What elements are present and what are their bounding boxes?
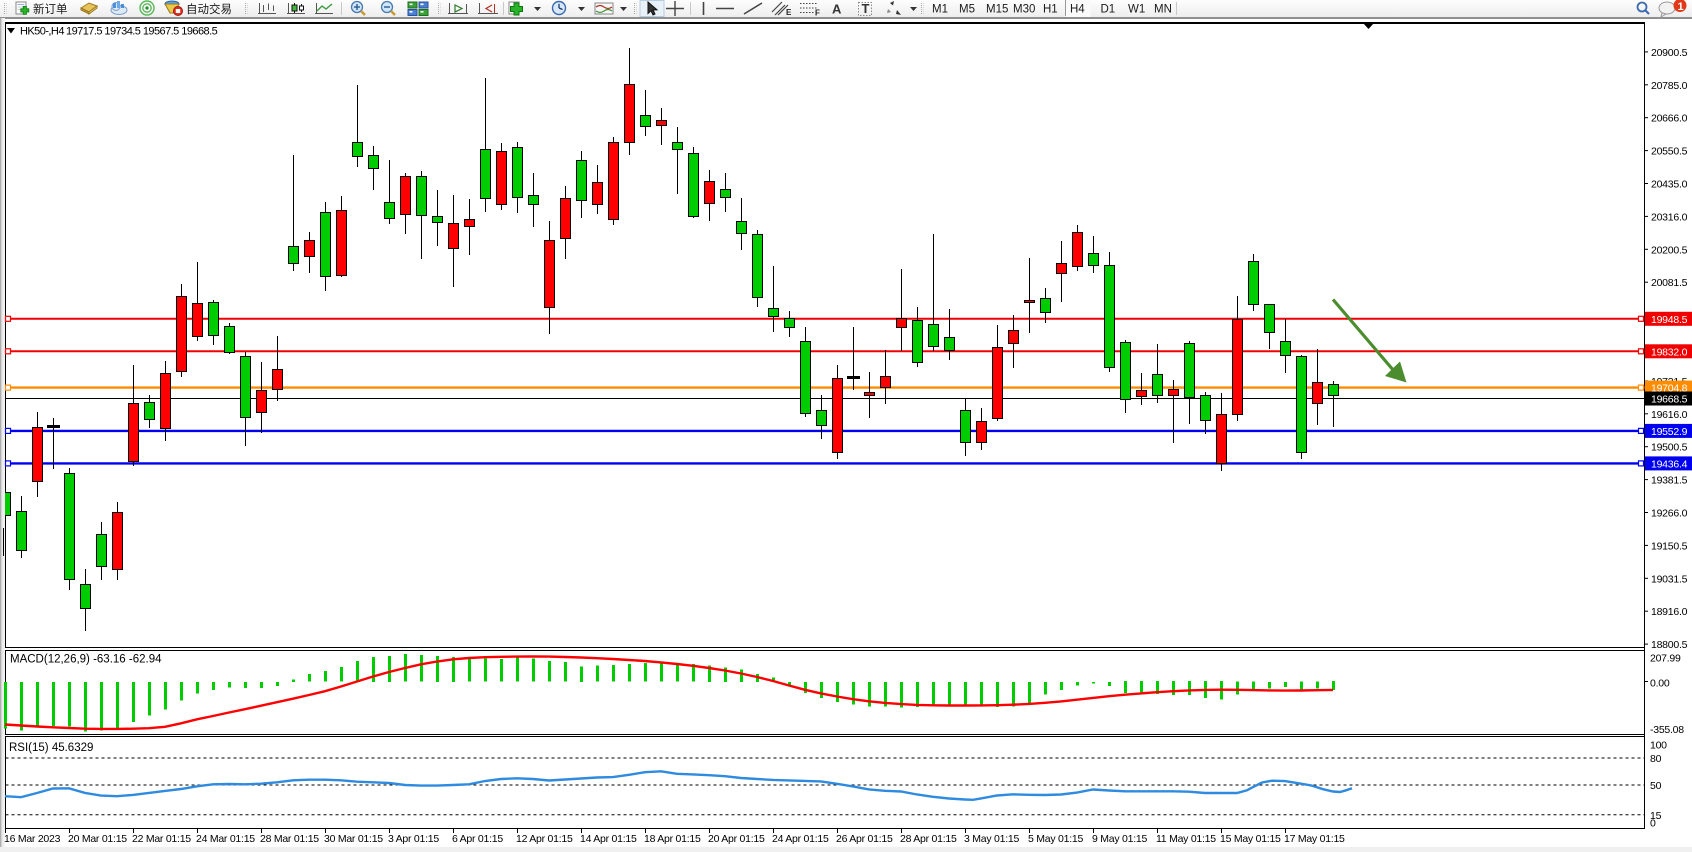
svg-text:19717.5 19734.5 19567.5 19668.: 19717.5 19734.5 19567.5 19668.5 [66,26,218,38]
svg-text:14 Apr 01:15: 14 Apr 01:15 [580,833,637,845]
svg-text:207.99: 207.99 [1650,653,1681,665]
svg-text:M30: M30 [1013,4,1035,16]
svg-text:9 May 01:15: 9 May 01:15 [1092,833,1147,845]
svg-text:20900.5: 20900.5 [1651,47,1688,59]
svg-text:24 Mar 01:15: 24 Mar 01:15 [196,833,255,845]
svg-text:11 May 01:15: 11 May 01:15 [1156,833,1216,845]
svg-text:28 Mar 01:15: 28 Mar 01:15 [260,833,319,845]
svg-text:20550.5: 20550.5 [1651,146,1688,158]
svg-text:20435.0: 20435.0 [1651,179,1688,191]
svg-text:19266.0: 19266.0 [1651,508,1688,520]
svg-text:12 Apr 01:15: 12 Apr 01:15 [516,833,573,845]
svg-text:1: 1 [1678,1,1684,13]
svg-text:19948.5: 19948.5 [1651,314,1688,326]
svg-text:18916.0: 18916.0 [1651,606,1688,618]
svg-text:19832.0: 19832.0 [1651,346,1688,358]
svg-text:26 Apr 01:15: 26 Apr 01:15 [836,833,893,845]
svg-text:-355.08: -355.08 [1650,724,1684,736]
svg-text:19031.5: 19031.5 [1651,573,1688,585]
svg-text:24 Apr 01:15: 24 Apr 01:15 [772,833,829,845]
svg-text:20785.0: 20785.0 [1651,80,1688,92]
svg-text:19436.4: 19436.4 [1651,458,1688,470]
svg-text:15 May 01:15: 15 May 01:15 [1220,833,1281,845]
svg-text:28 Apr 01:15: 28 Apr 01:15 [900,833,957,845]
svg-text:20 Apr 01:15: 20 Apr 01:15 [708,833,765,845]
svg-text:80: 80 [1650,753,1662,765]
svg-text:6 Apr 01:15: 6 Apr 01:15 [452,833,503,845]
svg-text:17 May 01:15: 17 May 01:15 [1284,833,1345,845]
svg-text:3 Apr 01:15: 3 Apr 01:15 [388,833,439,845]
svg-text:19552.9: 19552.9 [1651,426,1688,438]
svg-text:18 Apr 01:15: 18 Apr 01:15 [644,833,701,845]
svg-text:19500.5: 19500.5 [1651,442,1688,454]
svg-text:19381.5: 19381.5 [1651,475,1688,487]
svg-text:3 May 01:15: 3 May 01:15 [964,833,1019,845]
svg-text:A: A [832,2,842,17]
svg-text:20200.5: 20200.5 [1651,244,1688,256]
svg-text:W1: W1 [1128,4,1145,16]
svg-text:E: E [786,8,792,17]
svg-text:19668.5: 19668.5 [1651,394,1688,406]
svg-text:5 May 01:15: 5 May 01:15 [1028,833,1083,845]
svg-text:MN: MN [1154,4,1172,16]
svg-text:19150.5: 19150.5 [1651,540,1688,552]
svg-text:30 Mar 01:15: 30 Mar 01:15 [324,833,383,845]
svg-text:16 Mar 2023: 16 Mar 2023 [4,833,61,845]
svg-text:20 Mar 01:15: 20 Mar 01:15 [68,833,127,845]
svg-text:RSI(15) 45.6329: RSI(15) 45.6329 [9,742,93,754]
svg-text:T: T [862,1,870,16]
svg-text:0.00: 0.00 [1650,678,1670,690]
svg-text:15: 15 [1650,810,1662,822]
svg-text:H4: H4 [1070,4,1085,16]
svg-text:18800.5: 18800.5 [1651,639,1688,651]
svg-text:20316.0: 20316.0 [1651,211,1688,223]
svg-text:M5: M5 [959,4,975,16]
svg-text:19616.0: 19616.0 [1651,409,1688,421]
svg-text:H1: H1 [1043,4,1058,16]
svg-text:22 Mar 01:15: 22 Mar 01:15 [132,833,191,845]
svg-text:F: F [815,9,820,18]
svg-text:20081.5: 20081.5 [1651,277,1688,289]
svg-text:0: 0 [1650,818,1656,830]
svg-text:新订单: 新订单 [33,2,68,16]
svg-text:D1: D1 [1101,4,1116,16]
svg-text:M15: M15 [986,4,1008,16]
svg-text:M1: M1 [932,4,948,16]
svg-text:HK50-,H4: HK50-,H4 [20,26,64,38]
svg-text:自动交易: 自动交易 [186,2,232,16]
svg-text:MACD(12,26,9) -63.16 -62.94: MACD(12,26,9) -63.16 -62.94 [10,654,162,666]
svg-text:100: 100 [1650,740,1667,752]
svg-text:50: 50 [1650,780,1662,792]
svg-text:20666.0: 20666.0 [1651,113,1688,125]
